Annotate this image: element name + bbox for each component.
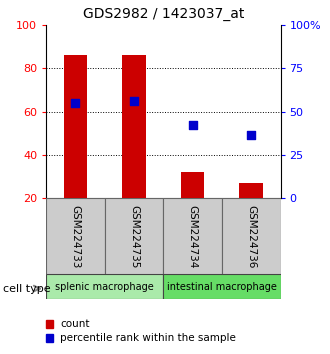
Bar xyxy=(105,198,163,274)
Bar xyxy=(240,183,263,198)
Text: count: count xyxy=(60,319,89,329)
Point xyxy=(190,122,195,127)
Text: GSM224734: GSM224734 xyxy=(188,205,198,268)
Text: cell type: cell type xyxy=(3,284,51,293)
Point xyxy=(73,100,78,105)
Text: percentile rank within the sample: percentile rank within the sample xyxy=(60,333,236,343)
Bar xyxy=(181,172,204,198)
Point xyxy=(131,98,137,103)
Bar xyxy=(122,55,146,198)
Bar xyxy=(163,198,222,274)
Point xyxy=(248,132,254,138)
Text: GSM224735: GSM224735 xyxy=(129,205,139,268)
Text: splenic macrophage: splenic macrophage xyxy=(55,282,154,292)
Bar xyxy=(46,198,105,274)
Bar xyxy=(163,274,280,299)
Bar xyxy=(64,55,87,198)
Bar xyxy=(222,198,280,274)
Bar xyxy=(46,274,163,299)
Text: intestinal macrophage: intestinal macrophage xyxy=(167,282,277,292)
Text: GSM224733: GSM224733 xyxy=(71,205,81,268)
Text: GSM224736: GSM224736 xyxy=(246,205,256,268)
Title: GDS2982 / 1423037_at: GDS2982 / 1423037_at xyxy=(82,7,244,21)
